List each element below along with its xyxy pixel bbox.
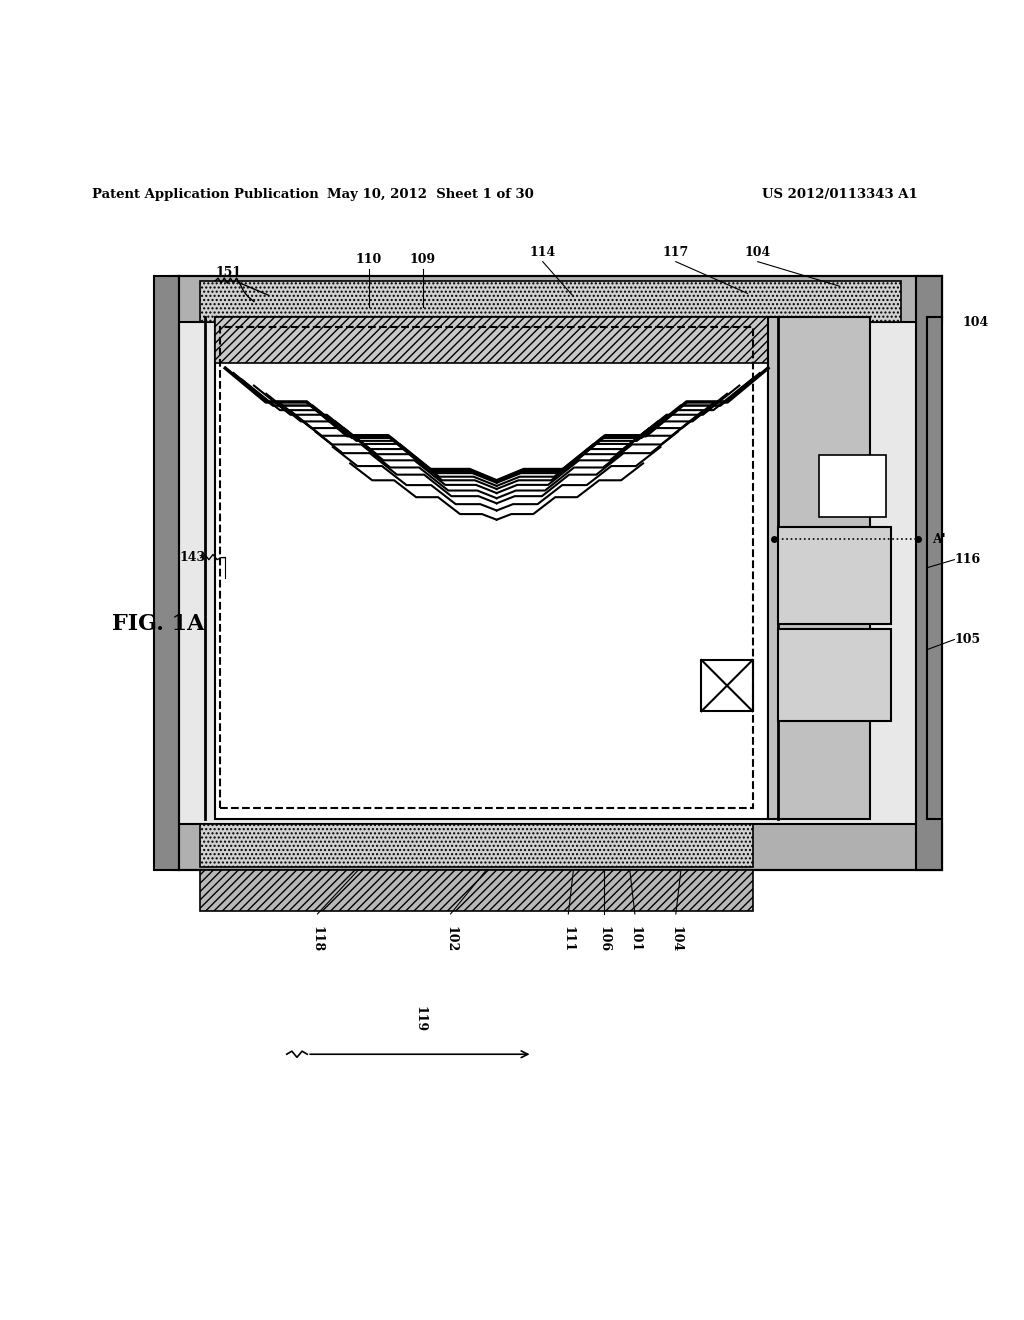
Text: 118: 118 bbox=[311, 927, 324, 952]
Bar bbox=[179, 281, 942, 312]
Bar bbox=[154, 276, 179, 870]
Bar bbox=[179, 281, 942, 312]
Text: 119: 119 bbox=[414, 1006, 426, 1032]
Bar bbox=[179, 317, 942, 824]
Text: 110: 110 bbox=[355, 252, 382, 265]
Bar bbox=[778, 630, 891, 722]
Bar bbox=[179, 281, 942, 312]
Bar bbox=[215, 317, 768, 363]
Text: Patent Application Publication: Patent Application Publication bbox=[92, 187, 318, 201]
Bar bbox=[179, 281, 942, 312]
Bar bbox=[179, 281, 942, 312]
Bar bbox=[179, 281, 942, 312]
Text: 104: 104 bbox=[963, 315, 989, 329]
Bar bbox=[215, 317, 768, 818]
Text: 106: 106 bbox=[598, 927, 610, 952]
Text: 102: 102 bbox=[444, 927, 457, 953]
Bar bbox=[179, 281, 942, 312]
Bar bbox=[819, 455, 886, 516]
Bar bbox=[174, 276, 942, 322]
Text: May 10, 2012  Sheet 1 of 30: May 10, 2012 Sheet 1 of 30 bbox=[327, 187, 534, 201]
Text: 104: 104 bbox=[744, 246, 771, 259]
Bar bbox=[179, 281, 942, 312]
Bar bbox=[179, 281, 942, 312]
Text: 143: 143 bbox=[179, 552, 206, 564]
Text: 101: 101 bbox=[629, 927, 641, 953]
Bar bbox=[220, 327, 753, 808]
Bar bbox=[179, 281, 942, 312]
Bar bbox=[200, 870, 753, 911]
Text: US 2012/0113343 A1: US 2012/0113343 A1 bbox=[762, 187, 918, 201]
Bar bbox=[916, 276, 942, 870]
Text: 109: 109 bbox=[410, 252, 436, 265]
Bar bbox=[179, 281, 942, 312]
Text: 117: 117 bbox=[663, 246, 689, 259]
Text: FIG. 1A: FIG. 1A bbox=[113, 614, 205, 635]
Bar bbox=[200, 824, 753, 867]
Bar bbox=[179, 281, 942, 312]
Text: 116: 116 bbox=[954, 553, 981, 566]
Bar bbox=[179, 281, 942, 312]
Bar bbox=[179, 281, 942, 312]
Bar bbox=[701, 660, 753, 711]
Text: A': A' bbox=[932, 533, 945, 545]
Text: 104: 104 bbox=[670, 927, 682, 953]
Bar bbox=[179, 281, 942, 312]
Bar bbox=[179, 281, 942, 312]
Bar bbox=[179, 281, 942, 312]
Text: 105: 105 bbox=[954, 634, 981, 645]
Text: 114: 114 bbox=[529, 246, 556, 259]
Bar bbox=[819, 660, 886, 722]
Bar bbox=[179, 281, 942, 312]
Bar bbox=[200, 281, 901, 322]
Bar bbox=[174, 824, 942, 870]
Text: 151: 151 bbox=[215, 267, 242, 280]
Bar bbox=[179, 281, 942, 312]
Bar bbox=[768, 317, 870, 818]
Bar bbox=[778, 527, 891, 624]
Bar bbox=[179, 281, 942, 312]
Text: 111: 111 bbox=[562, 927, 574, 953]
